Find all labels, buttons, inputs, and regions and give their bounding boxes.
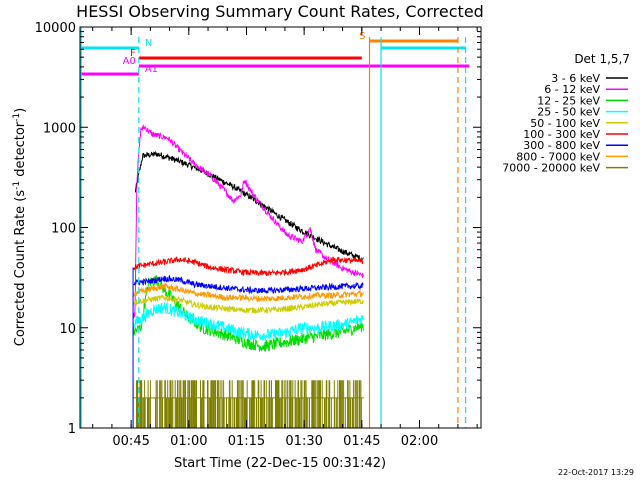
series-line xyxy=(132,294,364,314)
legend-label: 50 - 100 keV xyxy=(530,117,600,130)
y-axis-label-mid: detector xyxy=(13,121,28,181)
series-7 xyxy=(132,274,364,295)
chart-title: HESSI Observing Summary Count Rates, Cor… xyxy=(76,2,484,21)
x-tick-label: 02:00 xyxy=(401,434,438,449)
y-tick-label: 10 xyxy=(59,322,76,337)
series-lines xyxy=(132,123,364,428)
flag-label-a0: A0 xyxy=(123,56,136,67)
flag-label-s: S xyxy=(359,31,365,42)
legend-title: Det 1,5,7 xyxy=(574,52,630,66)
series-line xyxy=(132,301,364,342)
legend-label: 800 - 7000 keV xyxy=(516,150,600,163)
x-tick-label: 01:30 xyxy=(285,434,322,449)
legend-label: 12 - 25 keV xyxy=(537,94,600,107)
y-tick-label: 10000 xyxy=(35,21,76,36)
series-1 xyxy=(134,150,364,263)
flag-label-n: N xyxy=(145,38,152,49)
y-tick-label: 100 xyxy=(51,222,76,237)
date-stamp: 22-Oct-2017 13:29 xyxy=(558,468,634,477)
series-line xyxy=(132,123,364,319)
y-axis-label-sup1: -1 xyxy=(12,181,22,190)
y-axis-label: Corrected Count Rate (s-1 detector-1) xyxy=(12,108,28,346)
legend-label: 25 - 50 keV xyxy=(537,106,600,119)
series-line xyxy=(132,282,364,303)
y-axis-label-sup2: -1 xyxy=(12,113,22,122)
legend-label: 6 - 12 keV xyxy=(544,83,600,96)
series-line xyxy=(134,150,364,263)
legend-label: 7000 - 20000 keV xyxy=(502,162,600,175)
flag-label-a1: A1 xyxy=(145,64,158,75)
x-axis-label: Start Time (22-Dec-15 00:31:42) xyxy=(174,456,386,471)
series-spikes xyxy=(132,380,362,428)
series-2 xyxy=(132,123,364,319)
flag-label-f: F xyxy=(130,48,136,59)
series-4 xyxy=(132,301,364,342)
y-axis-label-end: ) xyxy=(13,108,28,113)
series-line xyxy=(132,274,364,295)
vertical-markers xyxy=(138,37,467,428)
y-tick-label: 1000 xyxy=(43,121,76,136)
legend-label: 3 - 6 keV xyxy=(551,72,600,85)
x-tick-label: 00:45 xyxy=(112,434,149,449)
x-tick-label: 01:45 xyxy=(343,434,380,449)
series-line xyxy=(132,255,364,277)
y-tick-label: 1 xyxy=(68,422,76,437)
series-5 xyxy=(132,294,364,314)
y-axis-label-main: Corrected Count Rate (s xyxy=(13,190,28,347)
x-tick-label: 01:00 xyxy=(170,434,207,449)
series-8 xyxy=(132,282,364,303)
legend-label: 300 - 800 keV xyxy=(523,139,600,152)
series-6 xyxy=(132,255,364,277)
x-tick-label: 01:15 xyxy=(228,434,265,449)
legend-label: 100 - 300 keV xyxy=(523,128,600,141)
series-9 xyxy=(132,380,364,428)
axes: 00:45 01:00 01:15 01:30 01:45 02:00 1 10 100 1000… xyxy=(35,21,481,449)
